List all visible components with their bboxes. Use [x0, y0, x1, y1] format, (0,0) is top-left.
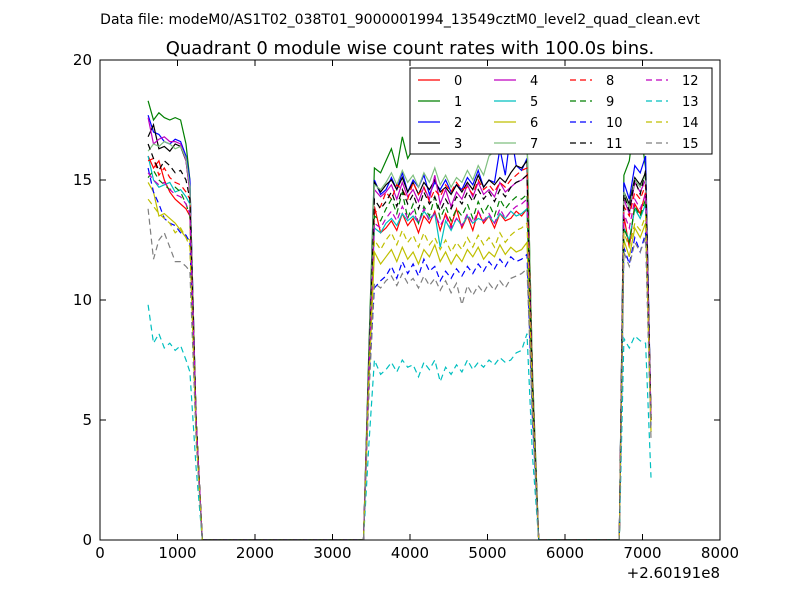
- legend-label-8: 8: [606, 74, 614, 89]
- x-tick-label: 3000: [313, 544, 351, 562]
- x-tick-label: 1000: [158, 544, 196, 562]
- legend-label-7: 7: [530, 137, 538, 152]
- legend-box: [409, 67, 713, 155]
- x-tick-label: 7000: [623, 544, 661, 562]
- chart-title: Quadrant 0 module wise count rates with …: [166, 38, 655, 59]
- x-tick-label: 5000: [468, 544, 506, 562]
- legend-label-13: 13: [682, 95, 699, 110]
- legend-label-15: 15: [682, 137, 699, 152]
- series-line-8: [147, 157, 652, 540]
- legend-label-1: 1: [454, 95, 462, 110]
- series-lines: [147, 100, 652, 540]
- series-line-11: [147, 143, 652, 540]
- legend-label-11: 11: [606, 137, 623, 152]
- x-offset-label: +2.60191e8: [627, 564, 720, 582]
- series-line-13: [147, 304, 652, 540]
- plot-area: 0 1000 2000 3000 4000 5000 6000 7000 80000510152…: [73, 51, 739, 562]
- series-line-9: [147, 169, 652, 540]
- data-file-label: Data file: modeM0/AS1T02_038T01_90000019…: [100, 12, 700, 28]
- x-tick-label: 8000: [701, 544, 739, 562]
- legend-label-3: 3: [454, 137, 462, 152]
- y-tick-label: 5: [82, 411, 92, 429]
- x-tick-label: 2000: [236, 544, 274, 562]
- legend-label-4: 4: [530, 74, 538, 89]
- legend-label-10: 10: [606, 116, 623, 131]
- x-tick-label: 0: [95, 544, 105, 562]
- legend-label-5: 5: [530, 95, 538, 110]
- series-line-10: [147, 167, 652, 540]
- x-tick-label: 6000: [546, 544, 584, 562]
- legend-label-12: 12: [682, 74, 699, 89]
- legend-label-9: 9: [606, 95, 614, 110]
- y-tick-label: 15: [73, 171, 92, 189]
- series-line-12: [147, 172, 652, 540]
- series-line-15: [147, 208, 652, 540]
- y-tick-label: 10: [73, 291, 92, 309]
- y-tick-label: 0: [82, 531, 92, 549]
- legend-label-0: 0: [454, 74, 462, 89]
- series-line-1: [147, 100, 652, 540]
- x-tick-label: 4000: [391, 544, 429, 562]
- y-tick-label: 20: [73, 51, 92, 69]
- series-line-14: [147, 198, 652, 540]
- legend-label-14: 14: [682, 116, 699, 131]
- legend-label-2: 2: [454, 116, 462, 131]
- legend-label-6: 6: [530, 116, 538, 131]
